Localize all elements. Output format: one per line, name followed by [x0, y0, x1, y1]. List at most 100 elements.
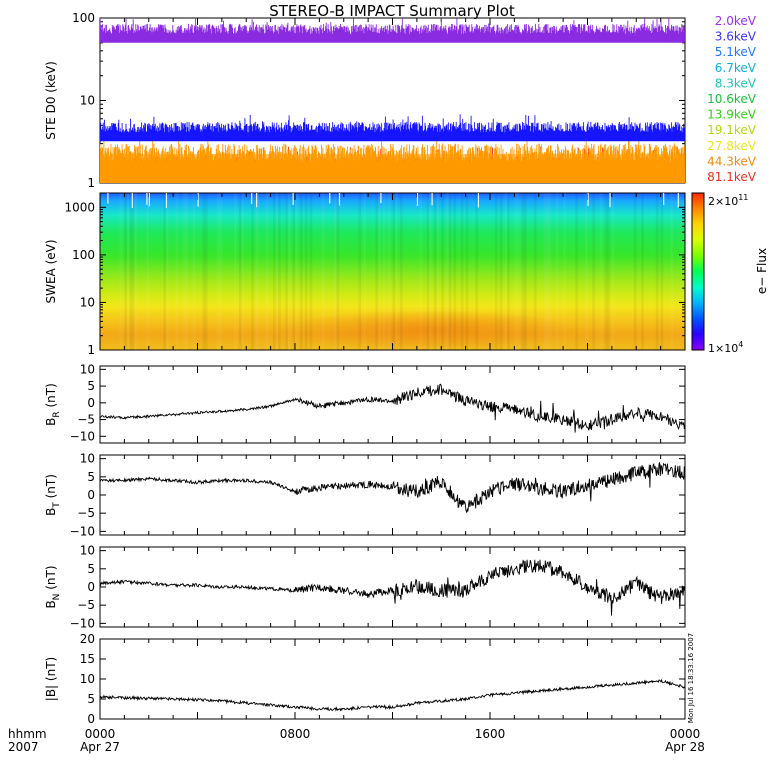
bn-trace: [100, 559, 685, 616]
y-tick-label: 10: [80, 672, 95, 686]
swea-stripe: [182, 193, 186, 350]
y-tick-label: 100: [72, 11, 95, 25]
legend-item: 10.6keV: [707, 92, 757, 106]
y-tick-label: −10: [70, 616, 95, 630]
swea-gap: [609, 193, 611, 208]
time-tick-hhmm: 0000: [85, 727, 116, 741]
panel-frame: [99, 454, 686, 536]
time-row1-label: hhmm: [8, 727, 47, 741]
swea-stripe: [165, 193, 169, 350]
swea-panel: 1 10 100 1000 SWEA (eV): [44, 192, 686, 357]
swea-stripe: [336, 193, 340, 350]
swea-stripe: [126, 193, 130, 350]
bmag-panel: 0 5 10 15 20 |B| (nT): [44, 632, 686, 726]
swea-stripe: [292, 193, 296, 350]
swea-stripe: [448, 193, 452, 350]
y-tick-label: 0: [87, 488, 95, 502]
swea-stripe: [265, 193, 269, 350]
swea-gap: [431, 193, 433, 206]
swea-stripe: [234, 193, 237, 350]
legend-item: 27.8keV: [707, 139, 757, 153]
swea-stripe: [202, 193, 206, 350]
time-tick-hhmm: 0000: [670, 727, 701, 741]
swea-gap: [380, 193, 382, 204]
bt-panel: −10 −5 0 5 10 BT (nT): [44, 452, 686, 538]
swea-stripe: [521, 193, 525, 350]
y-axis-label: BT (nT): [44, 474, 62, 516]
swea-stripe: [499, 193, 503, 350]
generation-timestamp: Mon Jul 16 18:33:16 2007: [687, 633, 695, 723]
y-tick-label: 20: [80, 632, 95, 646]
swea-stripe: [516, 193, 520, 350]
swea-stripe: [377, 193, 381, 350]
swea-stripe: [426, 193, 430, 350]
legend-item: 6.7keV: [715, 61, 757, 75]
swea-stripe: [429, 193, 432, 350]
swea-stripe: [275, 193, 279, 350]
swea-gap: [663, 193, 665, 206]
swea-stripe: [334, 193, 337, 350]
ste-band-27.8keV: [100, 153, 685, 183]
swea-stripe: [321, 193, 325, 350]
swea-stripe: [585, 193, 588, 350]
y-tick-label: 5: [87, 470, 95, 484]
y-tick-label: 10: [80, 452, 95, 466]
legend-item: 5.1keV: [715, 45, 757, 59]
swea-stripe: [394, 193, 398, 350]
ste-panel: 1 10 100 STE D0 (keV): [44, 11, 686, 190]
swea-stripe: [670, 193, 674, 350]
swea-gap: [146, 193, 148, 205]
y-axis-label: SWEA (eV): [44, 239, 58, 303]
swea-stripe: [163, 193, 167, 350]
y-axis-label: STE D0 (keV): [44, 61, 58, 140]
swea-stripe: [399, 193, 403, 350]
swea-gap: [131, 193, 133, 209]
swea-stripe: [375, 193, 379, 350]
swea-stripe: [119, 193, 123, 350]
swea-stripe: [175, 193, 179, 350]
swea-stripe: [633, 193, 637, 350]
y-tick-label: 1: [87, 343, 95, 357]
swea-stripe: [392, 193, 396, 350]
swea-stripe: [494, 193, 498, 350]
bmag-line: [100, 678, 685, 712]
bn-line: [100, 559, 685, 616]
legend-item: 8.3keV: [715, 76, 757, 90]
swea-stripe: [304, 193, 308, 350]
ste-series-3.6keV: [100, 114, 685, 142]
swea-stripe: [241, 193, 245, 350]
br-line: [100, 383, 685, 433]
br-trace: [100, 383, 685, 433]
swea-stripe: [146, 193, 150, 350]
swea-stripe: [441, 193, 444, 350]
time-tick-hhmm: 1600: [475, 727, 506, 741]
ste-series-2.0keV: [100, 18, 685, 43]
time-tick-date: Apr 28: [665, 740, 705, 754]
y-tick-label: 10: [80, 295, 95, 309]
swea-stripe: [548, 193, 552, 350]
y-tick-label: 5: [87, 692, 95, 706]
swea-stripe: [460, 193, 464, 350]
swea-gap: [477, 193, 480, 208]
swea-time-variation: [107, 193, 679, 350]
colorbar-min-label: 1×104: [708, 340, 743, 355]
swea-stripe: [219, 193, 223, 350]
swea-stripe: [251, 193, 254, 350]
ste-traces: [100, 18, 685, 183]
time-row2-label: 2007: [8, 740, 39, 754]
y-tick-label: 0: [87, 580, 95, 594]
y-tick-label: −5: [77, 506, 95, 520]
y-tick-label: −5: [77, 598, 95, 612]
swea-stripe: [124, 193, 128, 350]
swea-gap: [256, 193, 258, 208]
swea-stripe: [563, 193, 566, 350]
colorbar: 2×1011 1×104 e− Flux: [691, 192, 769, 355]
y-tick-label: −10: [70, 524, 95, 538]
plot-title: STEREO-B IMPACT Summary Plot: [269, 2, 515, 20]
bt-line: [100, 461, 685, 513]
legend-item: 2.0keV: [715, 14, 757, 28]
swea-gap: [587, 193, 589, 206]
swea-stripe: [204, 193, 208, 350]
